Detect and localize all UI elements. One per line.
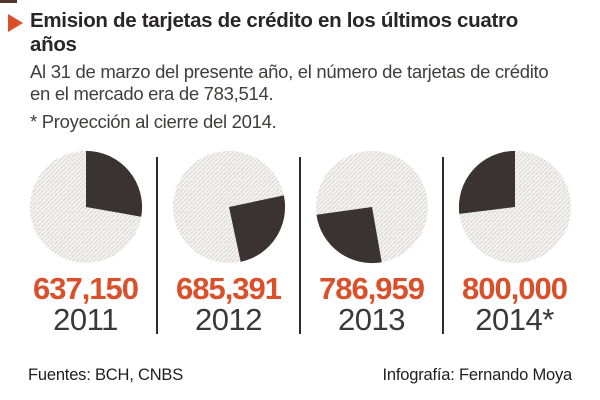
year-label-2014: 2014* — [475, 302, 554, 337]
pie-chart-2011 — [28, 149, 144, 265]
value-label-2012: 685,391 — [175, 271, 282, 306]
subtitle-text: Al 31 de marzo del presente año, el núme… — [30, 61, 549, 105]
page-title: Emision de tarjetas de crédito en los úl… — [30, 9, 518, 56]
pie-chart-2013 — [314, 149, 430, 265]
pie-column-2012: 685,391 2012 — [158, 147, 299, 336]
pie-chart-row: 637,150 2011 685,391 2012 786,959 2013 8… — [15, 147, 585, 336]
vertical-divider — [156, 157, 158, 334]
value-label-2013: 786,959 — [318, 271, 425, 306]
projection-note: * Proyección al cierre del 2014. — [30, 111, 277, 132]
header: Emision de tarjetas de crédito en los úl… — [30, 9, 538, 57]
vertical-divider — [299, 157, 301, 334]
year-label-2012: 2012 — [195, 302, 262, 337]
value-label-2014: 800,000 — [461, 271, 568, 306]
value-label-2011: 637,150 — [32, 271, 139, 306]
pie-column-2011: 637,150 2011 — [15, 147, 156, 336]
bullet-triangle-icon — [8, 14, 23, 32]
credit-text: Infografía: Fernando Moya — [382, 366, 573, 384]
year-label-2013: 2013 — [338, 302, 405, 337]
pie-column-2013: 786,959 2013 — [301, 147, 442, 336]
pie-column-2014: 800,000 2014* — [444, 147, 585, 336]
pie-chart-2014 — [457, 149, 573, 265]
top-edge-mark — [0, 0, 17, 3]
sources-text: Fuentes: BCH, CNBS — [28, 366, 184, 384]
pie-chart-2012 — [171, 149, 287, 265]
footer: Fuentes: BCH, CNBS Infografía: Fernando … — [28, 366, 572, 385]
year-label-2011: 2011 — [53, 302, 118, 337]
vertical-divider — [442, 157, 444, 334]
